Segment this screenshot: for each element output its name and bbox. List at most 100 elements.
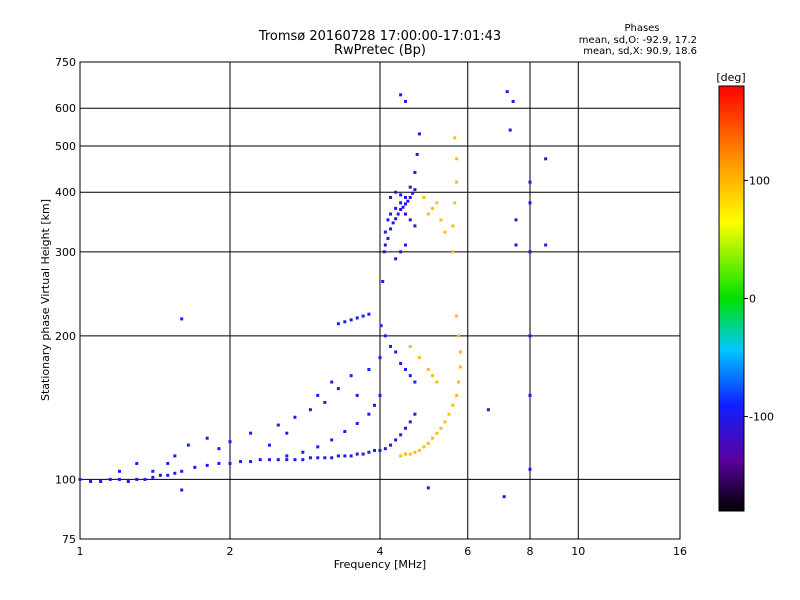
data-point: [135, 461, 139, 465]
data-point: [343, 320, 347, 324]
data-point: [285, 454, 289, 458]
data-point: [408, 185, 412, 189]
data-point: [394, 257, 398, 261]
x-tick-label: 4: [377, 545, 384, 558]
data-point: [99, 479, 103, 483]
data-point: [383, 447, 387, 451]
y-tick-label: 600: [55, 102, 76, 115]
data-point: [443, 230, 447, 234]
data-point: [455, 157, 459, 161]
colorbar-ticks: 100 0 -100: [744, 174, 774, 424]
data-point: [413, 170, 417, 174]
data-point: [308, 456, 312, 460]
x-tick-label: 1: [77, 545, 84, 558]
y-axis-label: Stationary phase Virtual Height [km]: [39, 199, 52, 401]
data-point: [399, 454, 403, 458]
stats-x-mode: mean, sd,X: 90.9, 18.6: [583, 46, 697, 57]
x-axis-label: Frequency [MHz]: [334, 558, 426, 571]
plot-area: 1 2 4 6 8 10 16 75 100 200 300 400 500 600 750: [55, 56, 687, 558]
data-point: [383, 230, 387, 234]
data-point: [228, 440, 232, 444]
data-point: [330, 438, 334, 442]
data-point: [455, 314, 459, 318]
data-point: [528, 334, 532, 338]
data-points: [78, 90, 548, 499]
data-point: [399, 361, 403, 365]
data-point: [408, 195, 412, 199]
data-point: [417, 356, 421, 360]
data-point: [426, 486, 430, 490]
data-point: [413, 188, 417, 192]
data-point: [166, 473, 170, 477]
y-tick-label: 750: [55, 56, 76, 69]
data-point: [408, 344, 412, 348]
data-point: [355, 316, 359, 320]
data-point: [239, 460, 243, 464]
data-point: [361, 452, 365, 456]
data-point: [408, 218, 412, 222]
data-point: [403, 367, 407, 371]
data-point: [415, 152, 419, 156]
data-point: [431, 206, 435, 210]
grid: [80, 62, 680, 539]
data-point: [323, 400, 327, 404]
data-point: [403, 99, 407, 103]
data-point: [78, 477, 82, 481]
y-tick-label: 200: [55, 330, 76, 343]
data-point: [378, 393, 382, 397]
data-point: [378, 448, 382, 452]
data-point: [439, 218, 443, 222]
data-point: [293, 415, 297, 419]
data-point: [443, 420, 447, 424]
colorbar-tick-label: -100: [749, 411, 774, 424]
data-point: [386, 236, 390, 240]
data-point: [143, 477, 147, 481]
data-point: [426, 212, 430, 216]
data-point: [386, 218, 390, 222]
data-point: [336, 387, 340, 391]
data-point: [389, 344, 393, 348]
data-point: [330, 456, 334, 460]
data-point: [403, 452, 407, 456]
data-point: [457, 334, 461, 338]
data-point: [544, 157, 548, 161]
data-point: [411, 191, 415, 195]
stats-o-mode: mean, sd,O: -92.9, 17.2: [579, 35, 697, 46]
data-point: [408, 420, 412, 424]
data-point: [355, 421, 359, 425]
data-point: [505, 90, 509, 94]
data-point: [399, 201, 403, 205]
colorbar-tick-label: 0: [749, 293, 756, 306]
data-point: [391, 221, 395, 225]
data-point: [544, 243, 548, 247]
data-point: [439, 426, 443, 430]
data-point: [117, 469, 121, 473]
data-point: [389, 212, 393, 216]
data-point: [435, 201, 439, 205]
data-point: [330, 380, 334, 384]
data-point: [413, 412, 417, 416]
data-point: [422, 195, 426, 199]
data-point: [399, 207, 403, 211]
data-point: [502, 495, 506, 499]
data-point: [293, 458, 297, 462]
data-point: [135, 477, 139, 481]
data-point: [403, 212, 407, 216]
data-point: [249, 431, 253, 435]
data-point: [373, 448, 377, 452]
data-point: [285, 458, 289, 462]
data-point: [528, 201, 532, 205]
colorbar-label: [deg]: [716, 71, 745, 84]
data-point: [417, 132, 421, 136]
data-point: [514, 218, 518, 222]
data-point: [180, 317, 184, 321]
data-point: [426, 441, 430, 445]
data-point: [426, 367, 430, 371]
data-point: [403, 426, 407, 430]
data-point: [343, 430, 347, 434]
data-point: [316, 393, 320, 397]
data-point: [396, 212, 400, 216]
data-point: [267, 443, 271, 447]
data-point: [408, 452, 412, 456]
data-point: [511, 99, 515, 103]
